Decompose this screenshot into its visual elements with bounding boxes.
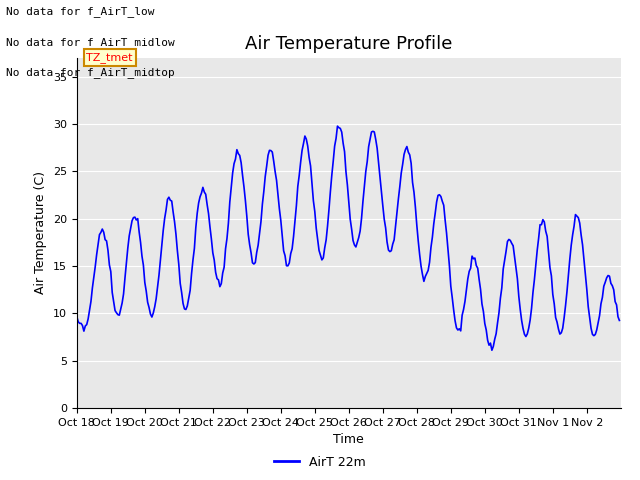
X-axis label: Time: Time xyxy=(333,433,364,446)
Title: Air Temperature Profile: Air Temperature Profile xyxy=(245,35,452,53)
Text: No data for f_AirT_midtop: No data for f_AirT_midtop xyxy=(6,67,175,78)
Legend: AirT 22m: AirT 22m xyxy=(269,451,371,474)
Text: TZ_tmet: TZ_tmet xyxy=(86,52,133,63)
Y-axis label: Air Temperature (C): Air Temperature (C) xyxy=(35,171,47,294)
Text: No data for f_AirT_midlow: No data for f_AirT_midlow xyxy=(6,36,175,48)
Text: No data for f_AirT_low: No data for f_AirT_low xyxy=(6,6,155,17)
